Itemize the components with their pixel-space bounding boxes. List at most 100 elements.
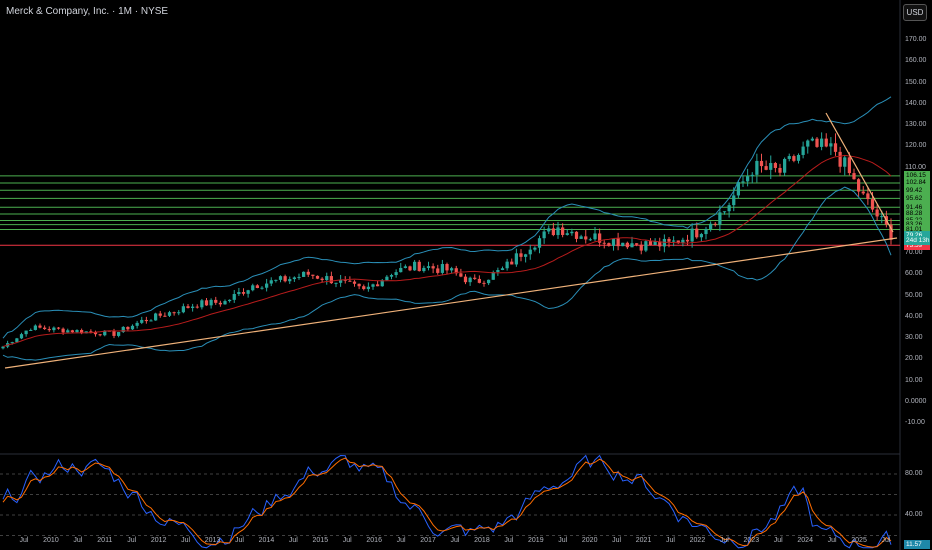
candle-down bbox=[255, 285, 259, 289]
candle-up bbox=[593, 233, 597, 240]
candle-down bbox=[584, 236, 588, 240]
candle-up bbox=[288, 279, 292, 282]
candle-up bbox=[570, 231, 574, 234]
candle-up bbox=[468, 277, 472, 283]
price-axis-tick: 110.00 bbox=[905, 163, 926, 171]
candle-up bbox=[611, 238, 616, 246]
time-axis-tick: Jul bbox=[235, 537, 244, 544]
candle-down bbox=[824, 138, 828, 147]
price-axis-tick: 30.00 bbox=[905, 334, 923, 342]
candle-up bbox=[750, 174, 754, 177]
candle-down bbox=[625, 242, 629, 248]
candle-down bbox=[875, 209, 879, 217]
bollinger-upper-band bbox=[2, 96, 892, 339]
candle-down bbox=[861, 191, 865, 194]
time-axis-tick: Jul bbox=[73, 537, 83, 544]
candle-up bbox=[505, 261, 509, 269]
candle-up bbox=[302, 271, 306, 277]
rsi-current-tag: 11.57 bbox=[904, 539, 930, 549]
candle-down bbox=[343, 279, 347, 281]
time-axis-tick: 2013 bbox=[204, 537, 221, 544]
candle-down bbox=[635, 243, 639, 245]
candle-down bbox=[519, 253, 523, 257]
candle-up bbox=[19, 334, 24, 339]
time-axis-tick: Jul bbox=[127, 537, 137, 544]
time-axis-tick: 2025 bbox=[851, 537, 867, 544]
candle-down bbox=[348, 280, 352, 282]
time-axis-tick: 2020 bbox=[581, 537, 598, 544]
candle-down bbox=[792, 156, 796, 161]
candle-down bbox=[204, 300, 209, 306]
time-axis-tick: Jul bbox=[19, 537, 29, 544]
level-price-tag: 91.46 bbox=[904, 202, 930, 212]
price-axis-tick: 10.00 bbox=[905, 376, 923, 384]
level-price-tag: 88.28 bbox=[904, 209, 930, 219]
candle-up bbox=[191, 306, 195, 308]
candle-up bbox=[769, 163, 773, 170]
candle-up bbox=[699, 234, 703, 238]
candle-down bbox=[866, 193, 870, 200]
candle-down bbox=[43, 327, 47, 330]
candle-down bbox=[607, 243, 611, 246]
candle-up bbox=[232, 294, 236, 300]
time-axis-tick: 2022 bbox=[689, 537, 706, 544]
current-price-tag: 79.26 bbox=[904, 230, 930, 240]
candle-up bbox=[339, 279, 343, 283]
candle-down bbox=[417, 261, 421, 272]
candle-down bbox=[70, 330, 74, 333]
candle-down bbox=[47, 329, 51, 331]
candle-up bbox=[496, 270, 500, 273]
candle-down bbox=[283, 276, 287, 282]
candle-down bbox=[857, 179, 861, 192]
candle-up bbox=[801, 146, 805, 155]
candle-up bbox=[24, 330, 28, 335]
time-axis-tick: 2024 bbox=[797, 537, 813, 544]
price-axis-tick: 140.00 bbox=[905, 99, 927, 107]
candle-up bbox=[542, 231, 546, 239]
time-axis-tick: Jul bbox=[396, 537, 406, 544]
candle-down bbox=[764, 166, 768, 170]
candle-down bbox=[158, 313, 162, 316]
price-axis-tick: 130.00 bbox=[905, 121, 927, 129]
candle-down bbox=[61, 328, 65, 333]
candle-down bbox=[408, 266, 412, 271]
candle-up bbox=[524, 254, 528, 257]
candle-down bbox=[376, 284, 380, 287]
candle-down bbox=[98, 334, 102, 336]
candle-up bbox=[403, 266, 407, 268]
price-axis-tick: 160.00 bbox=[905, 57, 927, 65]
candle-down bbox=[838, 151, 842, 167]
candle-up bbox=[732, 195, 736, 206]
candle-up bbox=[783, 158, 787, 173]
price-axis-tick: 60.00 bbox=[905, 270, 923, 278]
symbol-title[interactable]: Merck & Company, Inc. · 1M · NYSE bbox=[6, 6, 169, 17]
candle-down bbox=[847, 157, 851, 174]
price-axis-tick: 20.00 bbox=[905, 355, 923, 363]
candle-up bbox=[537, 238, 542, 248]
rising-trendline bbox=[4, 237, 898, 369]
candle-up bbox=[228, 299, 232, 302]
candle-down bbox=[320, 278, 324, 281]
candle-down bbox=[195, 306, 199, 308]
candle-down bbox=[639, 244, 643, 251]
time-axis-tick: Jul bbox=[612, 537, 622, 544]
candle-down bbox=[436, 268, 440, 273]
candle-down bbox=[667, 238, 671, 242]
candle-up bbox=[746, 176, 750, 182]
candle-down bbox=[574, 231, 579, 239]
candle-up bbox=[653, 241, 657, 245]
moving-average-line bbox=[2, 154, 892, 348]
bar-countdown-tag: 24d 13h bbox=[904, 235, 930, 245]
candle-up bbox=[440, 264, 444, 273]
candle-up bbox=[806, 140, 810, 147]
time-axis-tick: 2015 bbox=[312, 537, 329, 544]
candle-up bbox=[325, 276, 329, 281]
candle-down bbox=[616, 238, 620, 247]
candle-down bbox=[306, 271, 310, 275]
candle-down bbox=[454, 268, 458, 274]
currency-button[interactable]: USD bbox=[903, 4, 927, 21]
level-price-tag: 83.26 bbox=[904, 220, 930, 230]
candle-up bbox=[556, 227, 560, 236]
candle-up bbox=[75, 330, 79, 333]
